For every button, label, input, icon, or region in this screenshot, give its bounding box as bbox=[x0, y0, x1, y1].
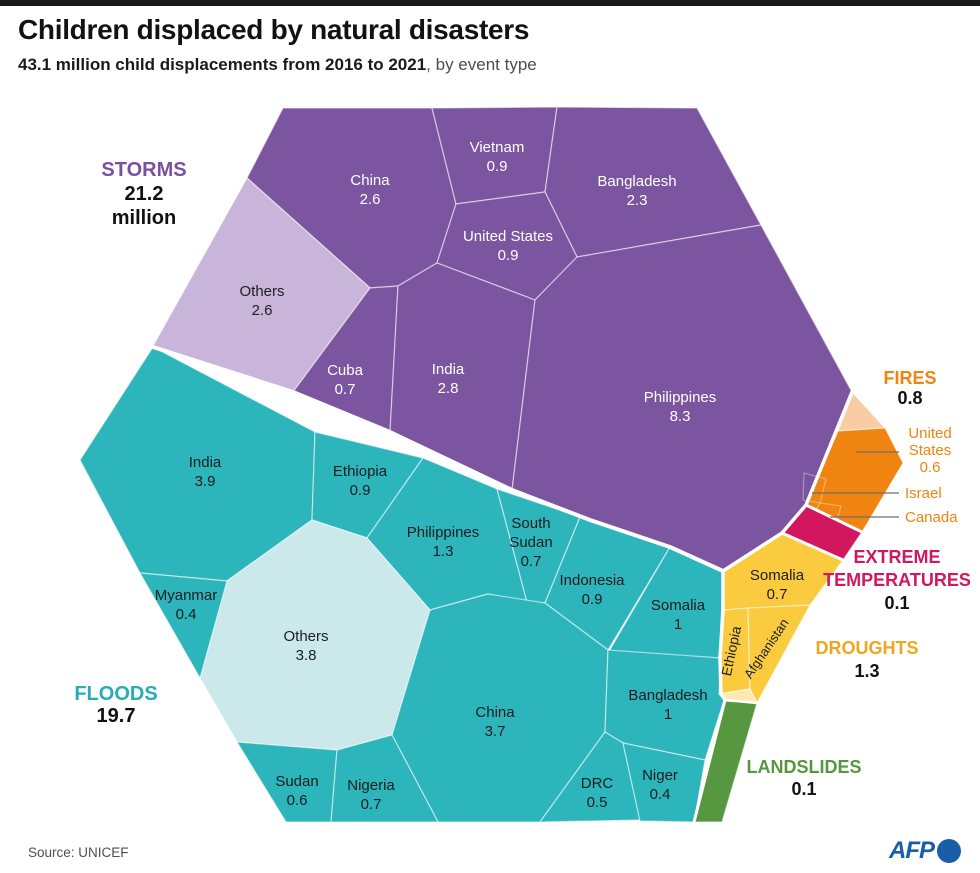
category-label-landslides: LANDSLIDES 0.1 bbox=[746, 757, 861, 799]
annotation-fires-israel: Israel bbox=[905, 485, 942, 502]
cell-label-storms-china: China 2.6 bbox=[350, 172, 390, 208]
group-boundary-4 bbox=[718, 569, 727, 702]
group-boundary-1 bbox=[721, 390, 854, 573]
afp-logo-text: AFP bbox=[889, 837, 935, 864]
cell-label-floods-somalia: Somalia 1 bbox=[651, 597, 706, 633]
cell-label-floods-drc: DRC 0.5 bbox=[581, 775, 614, 811]
cell-label-storms-cuba: Cuba 0.7 bbox=[327, 362, 364, 398]
cell-label-floods-others: Others 3.8 bbox=[283, 628, 328, 664]
cell-floods-myanmar bbox=[139, 572, 228, 679]
afp-logo: AFP bbox=[889, 837, 961, 865]
category-label-extreme-temperatures: EXTREME TEMPERATURES 0.1 bbox=[823, 547, 971, 613]
category-label-droughts: DROUGHTS 1.3 bbox=[816, 638, 919, 681]
cell-label-floods-myanmar: Myanmar 0.4 bbox=[155, 587, 218, 623]
group-boundary-2 bbox=[804, 503, 864, 534]
cell-label-floods-india: India 3.9 bbox=[189, 454, 222, 490]
top-accent-bar bbox=[0, 0, 980, 6]
annotation-fires-united-states: United States 0.6 bbox=[908, 425, 951, 476]
category-label-fires: FIRES 0.8 bbox=[883, 368, 936, 408]
category-label-floods: FLOODS 19.7 bbox=[74, 683, 157, 727]
group-boundary-0 bbox=[151, 345, 725, 573]
annotation-fires-canada: Canada bbox=[905, 509, 958, 526]
group-boundary-6 bbox=[723, 698, 759, 705]
cell-label-floods-indonesia: Indonesia 0.9 bbox=[559, 572, 625, 608]
cell-label-floods-philippines: Philippines 1.3 bbox=[407, 524, 480, 560]
cell-label-floods-nigeria: Nigeria 0.7 bbox=[347, 777, 395, 813]
cell-label-floods-bangladesh: Bangladesh 1 bbox=[628, 687, 707, 723]
cell-label-floods-ethiopia: Ethiopia 0.9 bbox=[333, 463, 388, 499]
page-title: Children displaced by natural disasters bbox=[18, 14, 530, 45]
subtitle-rest: , by event type bbox=[426, 55, 537, 74]
source-label: Source: UNICEF bbox=[28, 845, 129, 860]
cell-label-storms-bangladesh: Bangladesh 2.3 bbox=[597, 173, 676, 209]
cell-label-storms-india: India 2.8 bbox=[432, 361, 465, 397]
cell-label-floods-china: China 3.7 bbox=[475, 704, 515, 740]
group-boundary-3 bbox=[780, 531, 845, 562]
cell-label-floods-south-sudan: South Sudan 0.7 bbox=[509, 515, 552, 570]
cell-label-storms-others: Others 2.6 bbox=[239, 283, 284, 319]
cell-floods-nigeria bbox=[330, 734, 439, 823]
cell-label-storms-united-states: United States 0.9 bbox=[463, 228, 553, 264]
cell-label-floods-niger: Niger 0.4 bbox=[642, 767, 678, 803]
afp-logo-circle bbox=[937, 839, 961, 863]
subtitle: 43.1 million child displacements from 20… bbox=[18, 55, 537, 75]
subtitle-strong: 43.1 million child displacements from 20… bbox=[18, 55, 427, 74]
group-boundary-5 bbox=[692, 698, 727, 824]
cell-label-floods-sudan: Sudan 0.6 bbox=[275, 773, 318, 809]
cell-label-storms-philippines: Philippines 8.3 bbox=[644, 389, 717, 425]
cell-label-droughts-somalia: Somalia 0.7 bbox=[750, 567, 805, 603]
cell-label-storms-vietnam: Vietnam 0.9 bbox=[470, 139, 525, 175]
category-label-storms: STORMS 21.2 million bbox=[101, 159, 186, 229]
header: Children displaced by natural disasters … bbox=[18, 14, 537, 75]
